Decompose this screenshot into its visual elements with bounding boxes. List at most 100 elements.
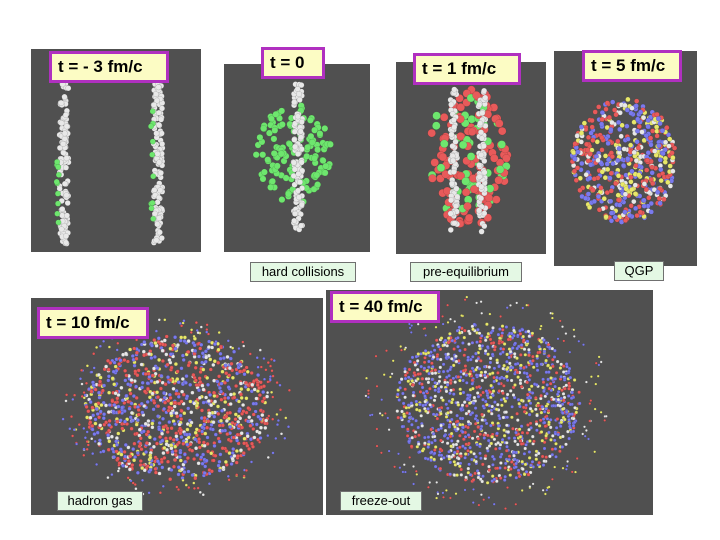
qgp-particle	[581, 120, 588, 126]
freezeout-hadron	[481, 397, 485, 402]
hadron	[86, 443, 90, 447]
qgp-particle	[625, 156, 631, 162]
freezeout-hadron	[433, 394, 438, 399]
red-parton	[438, 152, 448, 162]
freezeout-hadron	[433, 448, 437, 452]
hadron	[227, 366, 232, 371]
freezeout-hadron	[492, 379, 496, 384]
hadron	[171, 386, 176, 391]
freezeout-hadron	[441, 362, 446, 367]
hadron	[230, 450, 235, 455]
hadron	[173, 457, 178, 462]
hadron	[102, 412, 107, 417]
hadron	[97, 395, 102, 400]
hadron	[117, 466, 121, 470]
hadron	[98, 423, 103, 428]
hadron	[185, 442, 190, 447]
freezeout-hadron	[437, 344, 441, 349]
freezeout-hadron	[533, 407, 538, 412]
hadron	[148, 467, 153, 472]
hadron	[200, 425, 205, 430]
green-nucleon	[54, 210, 61, 217]
nucleon	[63, 192, 70, 199]
freezeout-hadron	[502, 376, 506, 381]
freezeout-hadron	[436, 389, 441, 394]
freezeout-hadron	[460, 403, 465, 407]
freezeout-hadron	[473, 421, 478, 426]
hadron	[193, 378, 198, 383]
freezeout-hadron	[503, 474, 507, 479]
qgp-particle	[625, 96, 631, 103]
hadron	[262, 377, 266, 381]
freezeout-hadron	[441, 491, 445, 495]
freezeout-hadron	[460, 430, 465, 434]
hadron	[91, 383, 96, 388]
red-parton	[464, 213, 474, 223]
hadron	[230, 375, 235, 380]
freezeout-hadron	[491, 393, 495, 398]
freezeout-hadron	[423, 356, 427, 360]
hadron	[245, 434, 250, 439]
qgp-particle	[659, 128, 666, 134]
hadron	[194, 382, 199, 387]
red-parton	[469, 185, 479, 194]
hadron	[107, 422, 112, 427]
hadron	[124, 373, 129, 378]
hadron	[107, 390, 112, 395]
freezeout-hadron	[564, 332, 568, 335]
hadron	[206, 398, 211, 403]
hadron	[218, 351, 223, 356]
qgp-particle	[608, 188, 614, 194]
freezeout-hadron	[542, 446, 547, 451]
freezeout-hadron	[459, 454, 463, 458]
freezeout-hadron	[517, 474, 522, 479]
freezeout-hadron	[522, 347, 527, 352]
freezeout-hadron	[505, 392, 510, 397]
freezeout-hadron	[416, 442, 421, 446]
hadron	[188, 382, 193, 387]
freezeout-hadron	[489, 395, 493, 400]
qgp-particle	[603, 106, 609, 112]
hadron	[127, 467, 132, 472]
nucleon	[294, 150, 301, 157]
qgp-particle	[635, 116, 641, 122]
freezeout-hadron	[550, 346, 555, 351]
freezeout-hadron	[483, 338, 488, 343]
hadron	[206, 345, 211, 350]
qgp-particle	[615, 157, 621, 164]
freezeout-hadron	[465, 393, 470, 397]
freezeout-hadron	[527, 450, 532, 454]
qgp-particle	[574, 133, 580, 139]
freezeout-hadron	[447, 399, 452, 403]
hadron	[242, 474, 246, 478]
hadron	[242, 436, 247, 441]
hadron	[197, 395, 202, 400]
hadron	[249, 441, 254, 446]
freezeout-hadron	[415, 367, 420, 372]
qgp-particle	[588, 130, 594, 136]
freezeout-hadron	[489, 411, 494, 416]
freezeout-hadron	[446, 352, 450, 356]
hadron	[233, 417, 238, 422]
hadron	[232, 395, 237, 400]
freezeout-hadron	[498, 476, 503, 480]
hadron	[134, 384, 139, 389]
freezeout-hadron	[448, 472, 452, 476]
freezeout-hadron	[463, 434, 468, 439]
nucleon	[158, 235, 165, 242]
hadron	[79, 377, 83, 381]
freezeout-hadron	[501, 415, 506, 420]
green-nucleon	[55, 200, 62, 207]
hadron	[205, 441, 210, 446]
freezeout-hadron	[522, 409, 527, 414]
hadron	[227, 478, 231, 482]
red-parton	[497, 140, 506, 149]
hadron	[132, 441, 137, 446]
freezeout-hadron	[542, 409, 547, 414]
freezeout-hadron	[386, 416, 390, 420]
hadron	[106, 378, 111, 383]
hadron	[238, 416, 243, 421]
freezeout-hadron	[513, 341, 518, 346]
hadron	[250, 382, 255, 387]
nucleon	[63, 123, 70, 130]
